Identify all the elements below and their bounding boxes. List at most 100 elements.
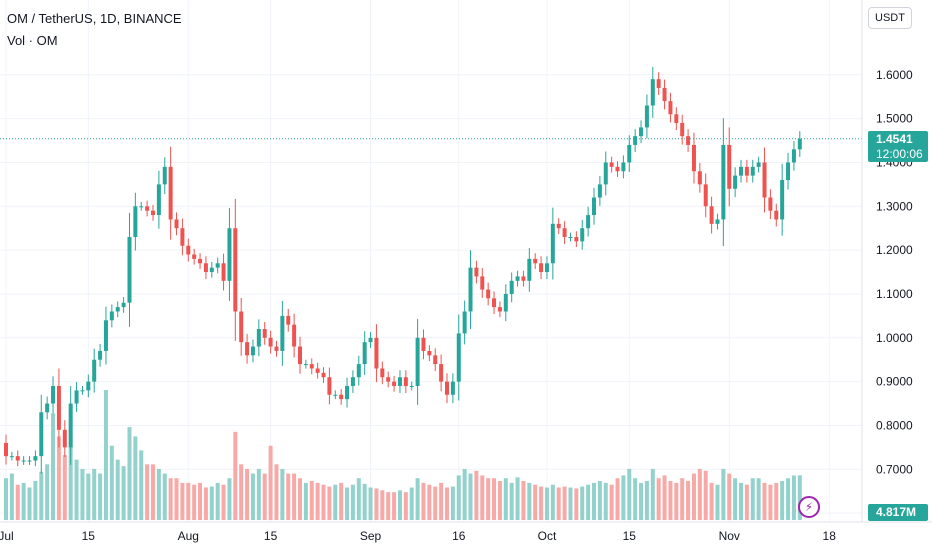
volume-bar <box>151 464 155 520</box>
candle-body <box>480 276 485 290</box>
volume-bar <box>439 482 444 520</box>
volume-bar <box>668 481 673 520</box>
candle-body <box>21 460 26 462</box>
volume-bar <box>503 478 508 520</box>
volume-bar <box>621 475 626 520</box>
volume-bar <box>497 481 502 520</box>
candle-body <box>715 219 720 224</box>
candle-body <box>521 276 526 281</box>
candle-body <box>621 162 626 172</box>
price-tick-label: 1.1000 <box>876 287 913 301</box>
volume-bar <box>709 482 714 520</box>
candle-body <box>103 320 108 351</box>
volume-bar <box>650 468 655 520</box>
volume-bars <box>4 390 802 520</box>
candle-body <box>133 206 138 237</box>
volume-bar <box>521 481 526 520</box>
candle-body <box>633 136 638 145</box>
volume-bar <box>609 484 614 520</box>
candle-body <box>515 276 520 281</box>
volume-bar <box>109 445 114 520</box>
candle-body <box>774 210 779 220</box>
candle-body <box>756 162 761 167</box>
candle-body <box>644 105 649 128</box>
candle-body <box>321 372 326 378</box>
currency-button[interactable]: USDT <box>868 7 912 29</box>
volume-bar <box>209 486 214 520</box>
candle-body <box>86 381 91 391</box>
candle-body <box>303 364 308 366</box>
volume-bar <box>592 482 596 520</box>
volume-bar <box>68 445 73 520</box>
chart-legend: OM / TetherUS, 1D, BINANCE Vol · OM <box>7 8 182 52</box>
lightning-bolt-icon[interactable]: ⚡ <box>798 496 820 518</box>
time-tick-label: 15 <box>264 529 278 543</box>
price-axis[interactable]: 1.60001.50001.40001.30001.20001.10001.00… <box>861 0 913 522</box>
candle-body <box>668 101 673 115</box>
volume-bar <box>486 478 491 520</box>
candle-body <box>744 166 749 176</box>
candle-body <box>650 79 655 106</box>
volume-bar <box>750 478 755 520</box>
candle-body <box>392 381 397 387</box>
volume-bar <box>168 478 173 520</box>
volume-bar <box>556 487 561 520</box>
volume-legend[interactable]: Vol · OM <box>7 33 58 48</box>
volume-bar <box>4 478 8 520</box>
last-price-value: 1.4541 <box>876 131 913 146</box>
candle-body <box>415 337 420 387</box>
volume-bar <box>39 471 44 520</box>
volume-bar <box>586 484 591 520</box>
volume-bar <box>45 464 50 520</box>
candle-body <box>27 460 32 462</box>
candle-body <box>768 197 773 211</box>
volume-bar <box>368 487 373 520</box>
candle-body <box>192 254 197 259</box>
time-axis[interactable]: Jul 15 Aug 15 Sep 16 Oct 15 Nov 18 <box>0 521 932 543</box>
candle-body <box>439 364 444 382</box>
volume-bar <box>515 477 520 520</box>
candle-body <box>350 377 355 387</box>
volume-bar <box>644 481 649 520</box>
candle-body <box>627 144 632 163</box>
volume-value-label: 4.817M <box>868 504 928 521</box>
candle-body <box>374 337 379 369</box>
volume-bar <box>550 484 555 520</box>
volume-bar <box>380 490 385 520</box>
volume-bar <box>98 473 103 520</box>
candle-body <box>180 228 185 246</box>
candle-body <box>662 87 667 102</box>
last-price-label: 1.4541 12:00:06 <box>868 130 928 162</box>
candle-body <box>421 337 426 351</box>
volume-bar <box>139 450 144 520</box>
candle-body <box>333 394 338 396</box>
volume-bar <box>221 484 226 520</box>
candle-body <box>221 263 226 281</box>
volume-bar <box>691 473 696 520</box>
candle-body <box>345 386 350 400</box>
candle-body <box>703 184 708 207</box>
candle-body <box>686 136 691 145</box>
candle-body <box>380 368 385 378</box>
candle-body <box>168 166 173 220</box>
symbol-title[interactable]: OM / TetherUS, 1D, BINANCE <box>7 11 182 26</box>
candle-body <box>574 236 579 242</box>
candle-body <box>556 223 561 229</box>
candle-body <box>215 263 220 268</box>
volume-bar <box>156 468 161 520</box>
candle-body <box>51 386 56 404</box>
volume-bar <box>286 473 291 520</box>
volume-bar <box>233 431 238 520</box>
volume-bar <box>92 468 97 520</box>
time-tick-label: Oct <box>538 529 557 543</box>
volume-bar <box>33 481 38 520</box>
price-tick-label: 0.9000 <box>876 375 913 389</box>
volume-bar <box>345 487 350 520</box>
volume-bar <box>544 487 549 520</box>
candle-body <box>533 258 538 264</box>
volume-bar <box>768 484 773 520</box>
candle-body <box>492 298 497 308</box>
volume-bar <box>115 459 120 520</box>
candle-body <box>386 377 391 382</box>
